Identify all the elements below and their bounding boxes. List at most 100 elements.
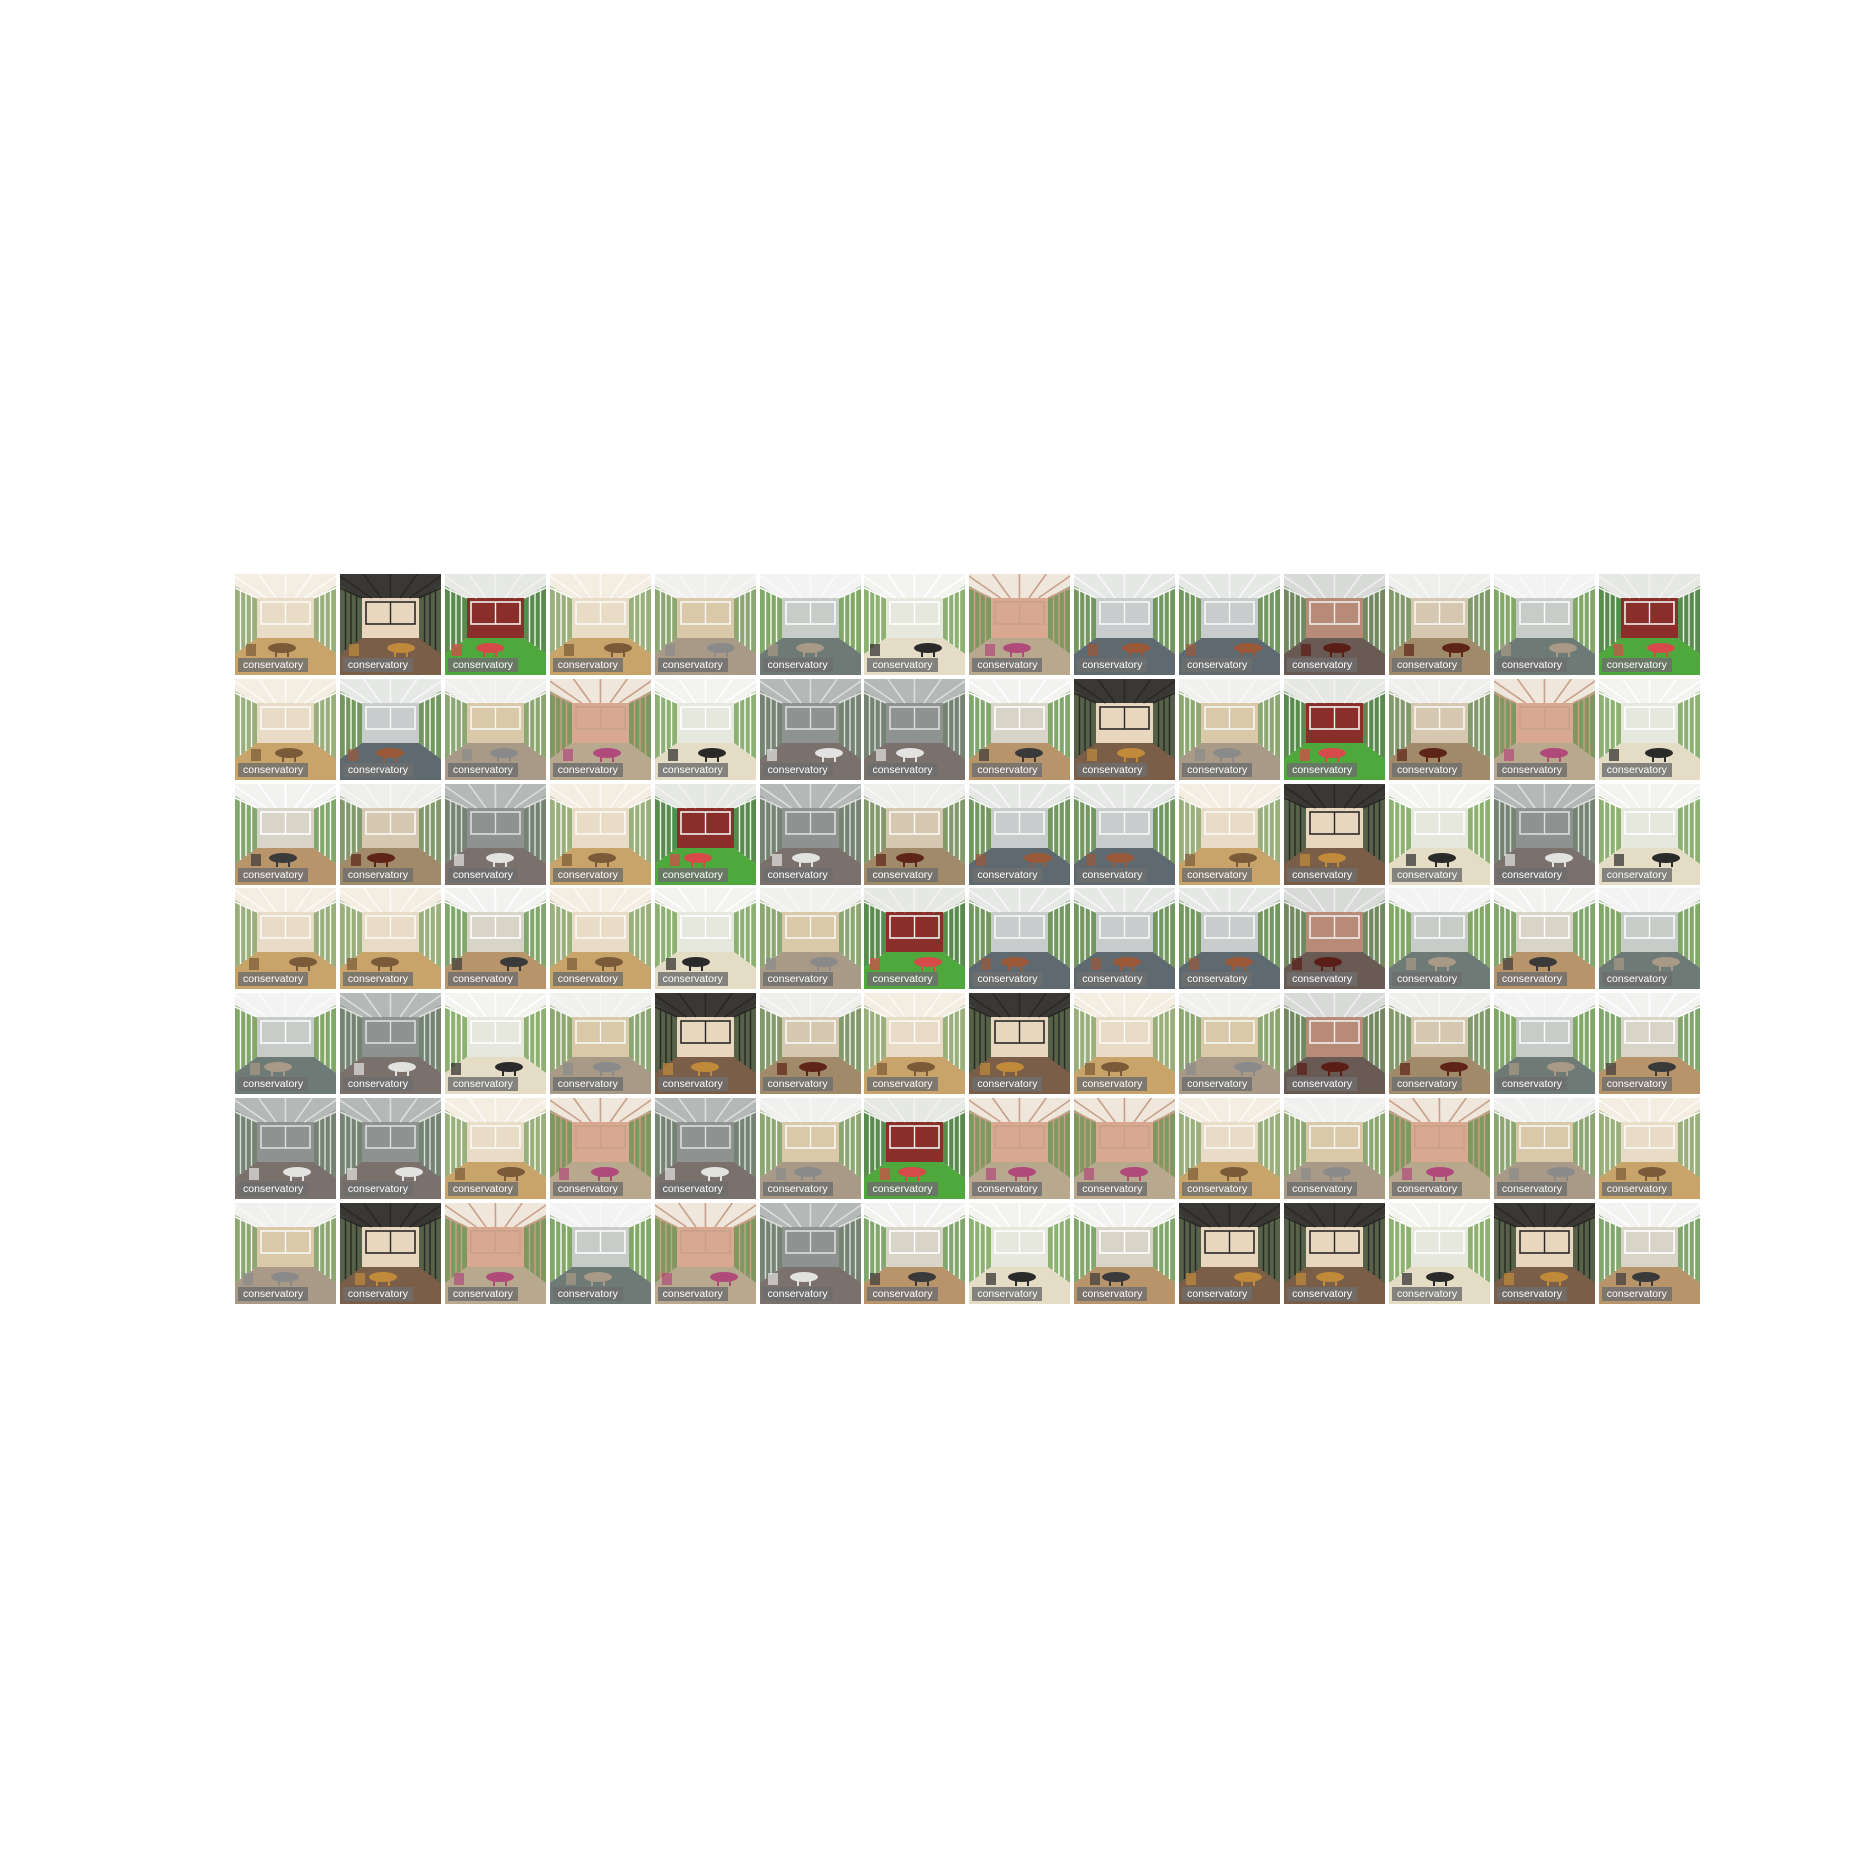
thumbnail-tile[interactable]: conservatory xyxy=(1598,888,1700,990)
thumbnail-tile[interactable]: conservatory xyxy=(339,678,441,780)
thumbnail-tile[interactable]: conservatory xyxy=(444,993,546,1095)
thumbnail-tile[interactable]: conservatory xyxy=(235,1098,336,1200)
thumbnail-tile[interactable]: conservatory xyxy=(1493,1202,1595,1304)
thumbnail-tile[interactable]: conservatory xyxy=(235,678,336,780)
thumbnail-tile[interactable]: conservatory xyxy=(1179,993,1281,1095)
thumbnail-tile[interactable]: conservatory xyxy=(1493,993,1595,1095)
thumbnail-tile[interactable]: conservatory xyxy=(654,678,756,780)
thumbnail-tile[interactable]: conservatory xyxy=(339,1098,441,1200)
thumbnail-tile[interactable]: conservatory xyxy=(339,1202,441,1304)
thumbnail-tile[interactable]: conservatory xyxy=(1074,574,1176,675)
thumbnail-tile[interactable]: conservatory xyxy=(969,993,1071,1095)
thumbnail-tile[interactable]: conservatory xyxy=(969,783,1071,885)
thumbnail-tile[interactable]: conservatory xyxy=(1284,1202,1386,1304)
thumbnail-tile[interactable]: conservatory xyxy=(1388,783,1490,885)
thumbnail-tile[interactable]: conservatory xyxy=(444,1202,546,1304)
thumbnail-tile[interactable]: conservatory xyxy=(339,574,441,675)
thumbnail-tile[interactable]: conservatory xyxy=(864,1098,966,1200)
thumbnail-tile[interactable]: conservatory xyxy=(1179,888,1281,990)
thumbnail-tile[interactable]: conservatory xyxy=(1598,678,1700,780)
thumbnail-tile[interactable]: conservatory xyxy=(1493,574,1595,675)
thumbnail-tile[interactable]: conservatory xyxy=(444,888,546,990)
thumbnail-tile[interactable]: conservatory xyxy=(444,678,546,780)
thumbnail-tile[interactable]: conservatory xyxy=(1388,888,1490,990)
thumbnail-tile[interactable]: conservatory xyxy=(549,993,651,1095)
thumbnail-tile[interactable]: conservatory xyxy=(759,993,861,1095)
thumbnail-tile[interactable]: conservatory xyxy=(1074,888,1176,990)
thumbnail-tile[interactable]: conservatory xyxy=(444,1098,546,1200)
thumbnail-tile[interactable]: conservatory xyxy=(1074,678,1176,780)
thumbnail-tile[interactable]: conservatory xyxy=(1074,1098,1176,1200)
thumbnail-tile[interactable]: conservatory xyxy=(759,1098,861,1200)
thumbnail-tile[interactable]: conservatory xyxy=(969,888,1071,990)
thumbnail-tile[interactable]: conservatory xyxy=(1179,1202,1281,1304)
thumbnail-tile[interactable]: conservatory xyxy=(1074,1202,1176,1304)
thumbnail-tile[interactable]: conservatory xyxy=(1493,678,1595,780)
thumbnail-tile[interactable]: conservatory xyxy=(654,1098,756,1200)
thumbnail-tile[interactable]: conservatory xyxy=(235,993,336,1095)
thumbnail-tile[interactable]: conservatory xyxy=(1493,1098,1595,1200)
thumbnail-tile[interactable]: conservatory xyxy=(864,783,966,885)
thumbnail-tile[interactable]: conservatory xyxy=(1284,1098,1386,1200)
thumbnail-tile[interactable]: conservatory xyxy=(969,678,1071,780)
thumbnail-tile[interactable]: conservatory xyxy=(759,574,861,675)
thumbnail-tile[interactable]: conservatory xyxy=(1388,574,1490,675)
thumbnail-tile[interactable]: conservatory xyxy=(654,1202,756,1304)
thumbnail-tile[interactable]: conservatory xyxy=(1179,1098,1281,1200)
thumbnail-label: conservatory xyxy=(1601,658,1672,672)
thumbnail-tile[interactable]: conservatory xyxy=(969,574,1071,675)
thumbnail-tile[interactable]: conservatory xyxy=(1284,574,1386,675)
thumbnail-tile[interactable]: conservatory xyxy=(1388,678,1490,780)
thumbnail-tile[interactable]: conservatory xyxy=(1179,678,1281,780)
thumbnail-tile[interactable]: conservatory xyxy=(969,1202,1071,1304)
thumbnail-tile[interactable]: conservatory xyxy=(1388,1098,1490,1200)
thumbnail-tile[interactable]: conservatory xyxy=(864,1202,966,1304)
thumbnail-tile[interactable]: conservatory xyxy=(549,888,651,990)
thumbnail-tile[interactable]: conservatory xyxy=(444,574,546,675)
thumbnail-tile[interactable]: conservatory xyxy=(235,1202,336,1304)
thumbnail-tile[interactable]: conservatory xyxy=(1493,888,1595,990)
thumbnail-tile[interactable]: conservatory xyxy=(549,1098,651,1200)
thumbnail-tile[interactable]: conservatory xyxy=(1598,783,1700,885)
thumbnail-tile[interactable]: conservatory xyxy=(864,888,966,990)
thumbnail-tile[interactable]: conservatory xyxy=(1074,993,1176,1095)
thumbnail-tile[interactable]: conservatory xyxy=(759,783,861,885)
thumbnail-tile[interactable]: conservatory xyxy=(1388,1202,1490,1304)
thumbnail-tile[interactable]: conservatory xyxy=(864,678,966,780)
thumbnail-tile[interactable]: conservatory xyxy=(549,574,651,675)
thumbnail-tile[interactable]: conservatory xyxy=(1598,1202,1700,1304)
thumbnail-tile[interactable]: conservatory xyxy=(235,574,336,675)
thumbnail-tile[interactable]: conservatory xyxy=(549,1202,651,1304)
thumbnail-tile[interactable]: conservatory xyxy=(759,678,861,780)
thumbnail-tile[interactable]: conservatory xyxy=(1284,783,1386,885)
thumbnail-tile[interactable]: conservatory xyxy=(549,783,651,885)
thumbnail-tile[interactable]: conservatory xyxy=(654,993,756,1095)
thumbnail-tile[interactable]: conservatory xyxy=(654,783,756,885)
thumbnail-tile[interactable]: conservatory xyxy=(1388,993,1490,1095)
thumbnail-tile[interactable]: conservatory xyxy=(339,993,441,1095)
thumbnail-tile[interactable]: conservatory xyxy=(1179,783,1281,885)
conservatory-photo xyxy=(1388,888,1490,990)
thumbnail-tile[interactable]: conservatory xyxy=(1598,993,1700,1095)
thumbnail-tile[interactable]: conservatory xyxy=(339,783,441,885)
thumbnail-tile[interactable]: conservatory xyxy=(444,783,546,885)
thumbnail-tile[interactable]: conservatory xyxy=(235,888,336,990)
thumbnail-tile[interactable]: conservatory xyxy=(1284,888,1386,990)
thumbnail-tile[interactable]: conservatory xyxy=(759,1202,861,1304)
thumbnail-tile[interactable]: conservatory xyxy=(235,783,336,885)
thumbnail-tile[interactable]: conservatory xyxy=(1598,1098,1700,1200)
thumbnail-tile[interactable]: conservatory xyxy=(654,888,756,990)
thumbnail-tile[interactable]: conservatory xyxy=(1179,574,1281,675)
thumbnail-tile[interactable]: conservatory xyxy=(864,574,966,675)
thumbnail-tile[interactable]: conservatory xyxy=(549,678,651,780)
thumbnail-tile[interactable]: conservatory xyxy=(654,574,756,675)
thumbnail-tile[interactable]: conservatory xyxy=(759,888,861,990)
thumbnail-tile[interactable]: conservatory xyxy=(1493,783,1595,885)
thumbnail-tile[interactable]: conservatory xyxy=(969,1098,1071,1200)
thumbnail-tile[interactable]: conservatory xyxy=(1598,574,1700,675)
thumbnail-tile[interactable]: conservatory xyxy=(864,993,966,1095)
thumbnail-tile[interactable]: conservatory xyxy=(1074,783,1176,885)
thumbnail-tile[interactable]: conservatory xyxy=(1284,678,1386,780)
thumbnail-tile[interactable]: conservatory xyxy=(1284,993,1386,1095)
thumbnail-tile[interactable]: conservatory xyxy=(339,888,441,990)
